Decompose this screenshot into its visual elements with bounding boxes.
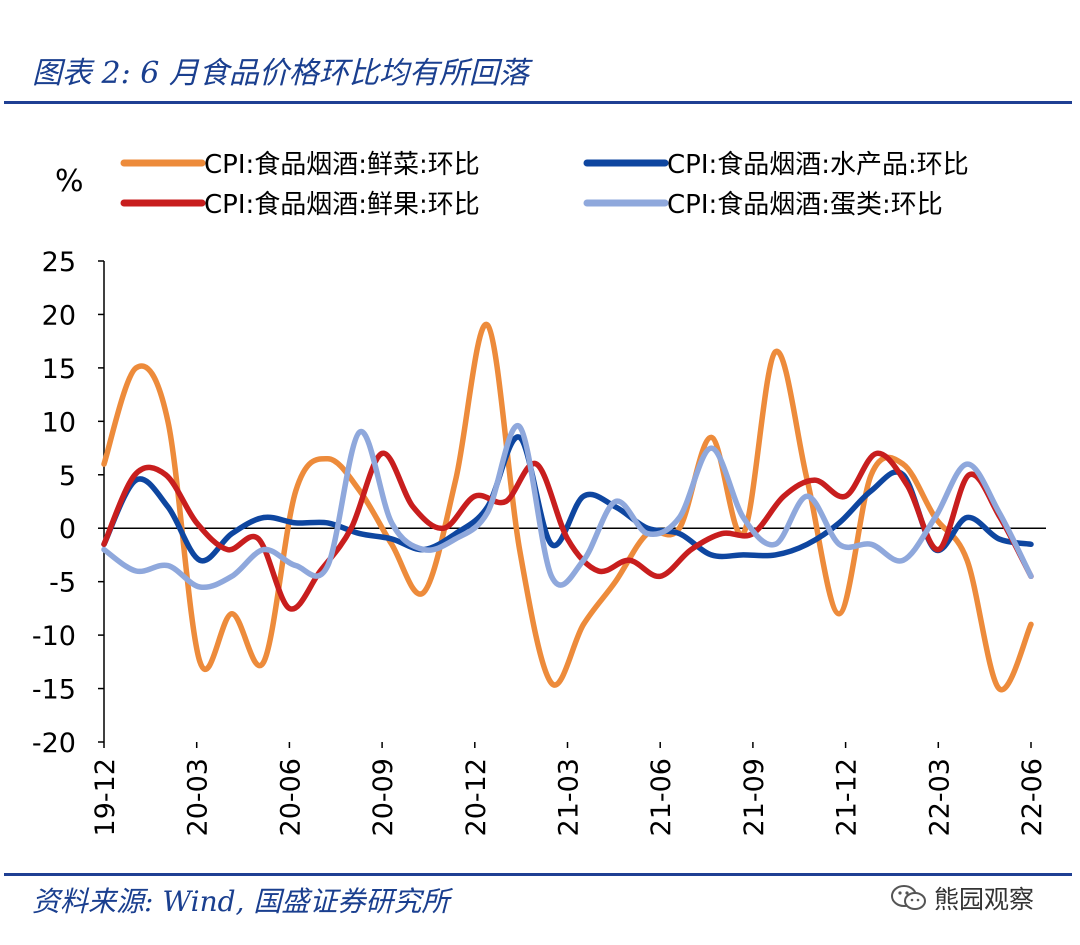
x-tick-label: 22-03	[924, 758, 955, 836]
y-tick-label: 10	[42, 407, 76, 438]
y-tick-label: 5	[59, 461, 76, 492]
legend-label-0: CPI:食品烟酒:鲜菜:环比	[204, 150, 480, 180]
series-line-1	[101, 434, 1034, 564]
y-tick-label: -5	[49, 568, 76, 599]
axes	[103, 261, 1046, 742]
x-tick-label: 21-12	[832, 758, 863, 836]
wechat-icon	[890, 883, 928, 913]
watermark-text: 熊园观察	[934, 885, 1035, 914]
line-chart: CPI:食品烟酒:鲜菜:环比 CPI:食品烟酒:水产品:环比 CPI:食品烟酒:鲜果…	[32, 150, 1048, 836]
y-axis-label: %	[55, 164, 84, 199]
series-line-0	[101, 321, 1034, 693]
x-axis-ticks: 19-12 20-03 20-06 20-09 20-12 21-03 21-06 21-09…	[90, 742, 1048, 836]
y-tick-label: -15	[32, 675, 76, 706]
x-tick-label: 20-09	[368, 758, 399, 836]
y-tick-label: 20	[42, 300, 76, 331]
title-rule	[4, 101, 1072, 104]
y-tick-label: 0	[59, 514, 76, 545]
legend: CPI:食品烟酒:鲜菜:环比 CPI:食品烟酒:水产品:环比 CPI:食品烟酒:鲜果…	[120, 150, 969, 220]
x-tick-label: 20-12	[461, 758, 492, 836]
series-line-2	[101, 450, 1034, 612]
y-tick-label: -10	[32, 621, 76, 652]
legend-label-1: CPI:食品烟酒:水产品:环比	[667, 150, 969, 180]
y-tick-label: 15	[42, 354, 76, 385]
y-tick-label: -20	[32, 728, 76, 759]
watermark: 熊园观察	[890, 880, 1034, 916]
y-tick-label: 25	[42, 247, 76, 278]
x-tick-label: 20-06	[275, 758, 306, 836]
x-tick-label: 21-03	[554, 758, 585, 836]
legend-label-2: CPI:食品烟酒:鲜果:环比	[204, 190, 480, 220]
x-tick-label: 20-03	[183, 758, 214, 836]
source-note: 资料来源: Wind, 国盛证券研究所	[32, 885, 450, 918]
x-tick-label: 22-06	[1017, 758, 1048, 836]
footer-rule	[4, 873, 1072, 876]
x-tick-label: 19-12	[90, 758, 121, 836]
series-line-3	[101, 423, 1034, 591]
x-tick-label: 21-06	[646, 758, 677, 836]
chart-title: 图表 2: 6 月食品价格环比均有所回落	[32, 56, 529, 91]
x-tick-label: 21-09	[739, 758, 770, 836]
y-axis-ticks: 25 20 15 10 5 0 -5 -10 -15 -20	[32, 247, 104, 759]
series-group	[101, 321, 1034, 693]
legend-label-3: CPI:食品烟酒:蛋类:环比	[667, 190, 943, 220]
